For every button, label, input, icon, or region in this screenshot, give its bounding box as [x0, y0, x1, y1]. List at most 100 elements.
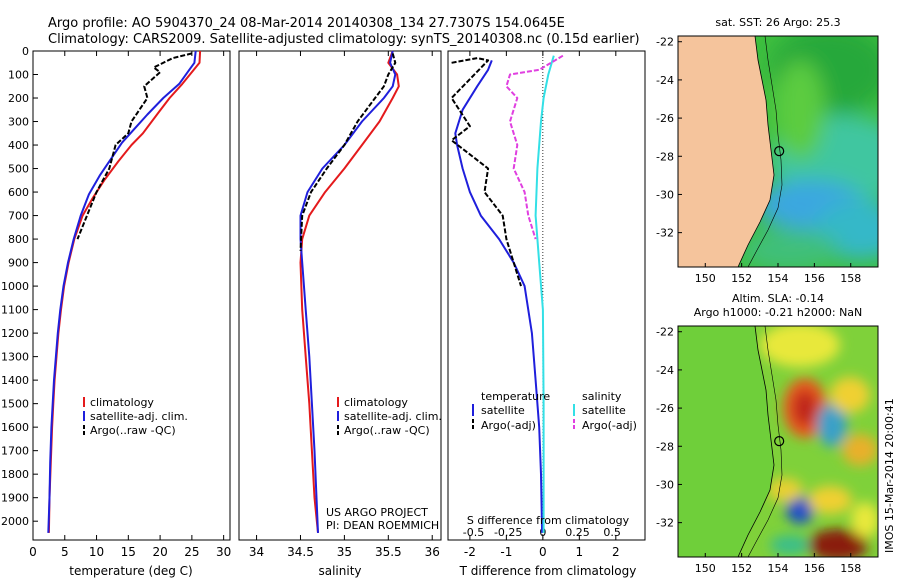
y-tick-label: 1000	[1, 280, 29, 293]
legend-argo-label: Argo(..raw -QC)	[90, 424, 176, 437]
map-lon-tick-label: 158	[840, 562, 861, 575]
salinity-difference-label: S difference from climatology	[467, 514, 630, 527]
temperature-xlabel: temperature (deg C)	[69, 564, 192, 578]
series-line-argo-raw-qc	[299, 53, 397, 251]
bathymetry-contour	[747, 326, 783, 557]
y-tick-label: 400	[8, 139, 29, 152]
x-tick-label: -1	[500, 545, 512, 559]
project-credit: US ARGO PROJECT	[326, 506, 428, 519]
y-tick-label: 1300	[1, 351, 29, 364]
map-lat-tick-label: -28	[656, 150, 674, 163]
imos-watermark: IMOS 15-Mar-2014 20:00:41	[883, 398, 896, 553]
map-lon-tick-label: 150	[695, 272, 716, 285]
legend-temp-satellite-label: satellite	[481, 404, 525, 417]
map-lon-tick-label: 158	[840, 272, 861, 285]
legend-climatology-label: climatology	[344, 396, 408, 409]
temperature-difference-xlabel: T difference from climatology	[459, 564, 637, 578]
legend-sal-satellite-label: satellite	[582, 404, 626, 417]
x-tick-label: 15	[121, 545, 136, 559]
salinity-difference-tick-label: 0.25	[565, 526, 590, 539]
y-tick-label: 2000	[1, 515, 29, 528]
x-tick-label: 1	[576, 545, 584, 559]
series-line-satellite-adj-clim	[47, 50, 197, 533]
map-lat-tick-label: -32	[656, 227, 674, 240]
y-tick-label: 1100	[1, 304, 29, 317]
map-lat-tick-label: -32	[656, 517, 674, 530]
series-line-salinity-argo-adj	[505, 54, 564, 240]
x-tick-label: 35	[337, 545, 352, 559]
argo-float-marker	[774, 436, 785, 447]
salinity-xlabel: salinity	[318, 564, 361, 578]
y-tick-label: 1400	[1, 374, 29, 387]
map-lat-tick-label: -26	[656, 112, 674, 125]
y-tick-label: 1900	[1, 492, 29, 505]
pi-credit: PI: DEAN ROEMMICH	[326, 519, 439, 532]
map-lon-tick-label: 152	[731, 562, 752, 575]
map-lat-tick-label: -22	[656, 326, 674, 339]
figure-title-line2: Climatology: CARS2009. Satellite-adjuste…	[48, 32, 640, 47]
map-lon-tick-label: 156	[804, 562, 825, 575]
y-tick-label: 100	[8, 69, 29, 82]
salinity-panel: 34 34.5 35 35.5 36 salinity climatology sate…	[238, 50, 442, 578]
bathymetry-contour	[747, 36, 783, 267]
legend-satellite-label: satellite-adj. clim.	[90, 410, 188, 423]
y-tick-label: 800	[8, 233, 29, 246]
map-lon-tick-label: 156	[804, 272, 825, 285]
x-tick-label: 36	[425, 545, 440, 559]
map-lat-tick-label: -30	[656, 478, 674, 491]
sla-map-field	[678, 326, 878, 557]
temperature-legend: climatology satellite-adj. clim. Argo(..…	[83, 396, 188, 437]
temperature-panel: 0 5 10 15 20 25 300100200300400500600700800900…	[1, 45, 231, 578]
argo-float-marker	[774, 146, 785, 157]
salinity-difference-tick-label: 0.5	[603, 526, 621, 539]
y-tick-label: 900	[8, 257, 29, 270]
x-tick-label: 10	[89, 545, 104, 559]
y-tick-label: 1800	[1, 468, 29, 481]
sla-map-subtitle: Argo h1000: -0.21 h2000: NaN	[694, 306, 863, 319]
map-lat-tick-label: -28	[656, 440, 674, 453]
y-tick-label: 1200	[1, 327, 29, 340]
x-tick-label: 25	[184, 545, 199, 559]
sla-map-panel: Altim. SLA: -0.14 Argo h1000: -0.21 h200…	[656, 292, 879, 575]
sst-map-field	[678, 36, 878, 267]
map-lon-tick-label: 154	[768, 562, 789, 575]
sla-map-title: Altim. SLA: -0.14	[732, 292, 824, 305]
legend-sal-argo-label: Argo(-adj)	[582, 419, 637, 432]
salinity-difference-tick-label: -0.5	[463, 526, 484, 539]
legend-climatology-label: climatology	[90, 396, 154, 409]
series-line-satellite-adj-clim	[299, 50, 397, 533]
legend-salinity-title: salinity	[582, 390, 622, 403]
map-lon-tick-label: 150	[695, 562, 716, 575]
map-lat-tick-label: -22	[656, 36, 674, 49]
series-line-argo-raw-qc	[76, 52, 193, 240]
map-lat-tick-label: -24	[656, 364, 674, 377]
x-tick-label: 30	[216, 545, 231, 559]
x-tick-label: 34	[249, 545, 264, 559]
coastline	[737, 36, 775, 267]
x-tick-label: -2	[464, 545, 476, 559]
salinity-axes-frame	[238, 50, 442, 541]
figure-title-line1: Argo profile: AO 5904370_24 08-Mar-2014 …	[48, 16, 565, 31]
map-lat-tick-label: -26	[656, 402, 674, 415]
series-line-salinity-satellite	[534, 55, 555, 533]
series-line-temperature-argo-adj	[450, 57, 522, 287]
legend-satellite-label: satellite-adj. clim.	[344, 410, 442, 423]
land-mass	[678, 326, 774, 557]
map-lon-tick-label: 152	[731, 272, 752, 285]
y-tick-label: 1700	[1, 445, 29, 458]
y-tick-label: 600	[8, 186, 29, 199]
y-tick-label: 200	[8, 92, 29, 105]
x-tick-label: 34.5	[287, 545, 314, 559]
series-line-climatology	[299, 50, 400, 533]
x-tick-label: 20	[152, 545, 167, 559]
y-tick-label: 700	[8, 210, 29, 223]
map-lat-tick-label: -24	[656, 74, 674, 87]
x-tick-label: 2	[612, 545, 620, 559]
salinity-difference-tick-label: -0.25	[494, 526, 522, 539]
land-mass	[678, 36, 774, 267]
difference-legend: temperature satellite Argo(-adj) salinit…	[472, 390, 637, 432]
y-tick-label: 1500	[1, 398, 29, 411]
x-tick-label: 35.5	[375, 545, 402, 559]
y-tick-label: 0	[22, 45, 29, 58]
